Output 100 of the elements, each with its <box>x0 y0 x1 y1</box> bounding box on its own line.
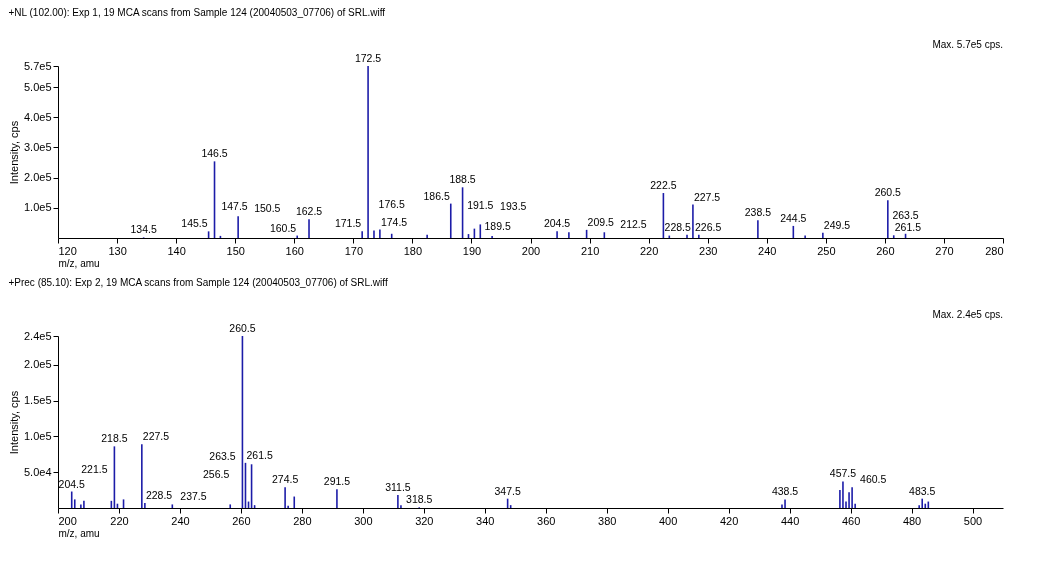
annotation: 256.5 <box>202 468 230 481</box>
annotation: 263.5 <box>209 450 236 463</box>
annotation: 171.5 <box>334 217 362 230</box>
annotation: 209.5 <box>587 215 615 228</box>
x-axis-title: m/z, amu <box>58 257 100 269</box>
x-tick-label: 240 <box>758 244 777 257</box>
y-axis-title: Intensity, cps <box>7 120 20 185</box>
x-tick-label: 380 <box>598 514 617 527</box>
x-tick-label: 300 <box>354 514 373 527</box>
x-tick-label: 420 <box>719 514 739 527</box>
annotation: 204.5 <box>543 217 571 230</box>
x-tick-label: 190 <box>462 244 482 257</box>
annotation: 174.5 <box>380 215 408 228</box>
annotation: 147.5 <box>221 199 248 212</box>
annotation: 218.5 <box>101 432 128 445</box>
chart-title: +NL (102.00): Exp 1, 19 MCA scans from Sample 124 (20040503_07706) of SRL.wiff <box>8 7 386 18</box>
text: Max. 5.7e5 cps. <box>932 39 1003 50</box>
x-tick-label: 320 <box>415 514 434 527</box>
annotation: 191.5 <box>467 199 494 212</box>
annotation: 260.5 <box>229 322 256 334</box>
annotation: 244.5 <box>780 211 807 224</box>
x-tick-label: 230 <box>699 244 718 257</box>
x-tick-label: 220 <box>110 514 129 527</box>
x-tick-label: 240 <box>171 514 190 527</box>
x-tick-label: 260 <box>232 514 251 527</box>
annotation: 347.5 <box>494 484 521 497</box>
x-tick-label: 480 <box>902 514 922 527</box>
annotation: 318.5 <box>406 493 433 506</box>
annotation: 146.5 <box>201 147 228 160</box>
annotation: 226.5 <box>695 220 722 233</box>
y-tick-label: 5.0e5 <box>23 80 52 93</box>
x-tick-label: 220 <box>639 244 659 257</box>
x-tick-label: 180 <box>403 244 423 257</box>
x-tick-label: 120 <box>58 244 77 257</box>
x-tick-label: 440 <box>780 514 800 527</box>
x-tick-label: 280 <box>985 244 1004 257</box>
annotation: 193.5 <box>500 199 527 212</box>
y-axis-title: Intensity, cps <box>7 390 20 455</box>
annotation: 228.5 <box>664 220 691 233</box>
annotation: 263.5 <box>892 208 919 221</box>
x-tick-label: 340 <box>476 514 495 527</box>
annotation: 249.5 <box>823 218 851 231</box>
text: Max. 2.4e5 cps. <box>932 309 1003 320</box>
annotation: 261.5 <box>894 221 922 234</box>
annotation: 460.5 <box>860 473 887 486</box>
annotation: 221.5 <box>81 463 108 476</box>
x-tick-label: 210 <box>580 244 600 257</box>
x-tick-label: 200 <box>521 244 541 257</box>
x-axis-title: m/z, amu <box>58 527 100 539</box>
x-tick-label: 400 <box>659 514 678 527</box>
annotation: 238.5 <box>744 206 772 219</box>
annotation: 188.5 <box>449 173 476 186</box>
x-tick-label: 270 <box>935 244 954 257</box>
annotation: 162.5 <box>295 205 323 218</box>
y-tick-label: 5.0e4 <box>23 465 52 478</box>
x-tick-label: 160 <box>285 244 304 257</box>
x-tick-label: 260 <box>876 244 895 257</box>
x-tick-label: 150 <box>226 244 245 257</box>
annotation: 204.5 <box>58 477 86 490</box>
y-tick-label: 2.4e5 <box>23 329 52 342</box>
x-tick-label: 280 <box>293 514 312 527</box>
x-tick-label: 140 <box>167 244 186 257</box>
y-tick-label: 2.0e5 <box>23 358 52 371</box>
annotation: 150.5 <box>254 202 281 215</box>
annotation: 222.5 <box>650 179 677 192</box>
annotation: 261.5 <box>246 448 273 461</box>
annotation: 145.5 <box>181 217 208 230</box>
annotation: 134.5 <box>130 223 157 236</box>
x-tick-label: 250 <box>817 244 836 257</box>
y-tick-label: 1.0e5 <box>23 201 52 214</box>
annotation: 212.5 <box>620 218 647 231</box>
annotation: 311.5 <box>385 481 411 494</box>
y-tick-label: 1.5e5 <box>23 394 52 406</box>
annotation: 438.5 <box>771 485 799 498</box>
annotation: 189.5 <box>484 220 511 233</box>
annotation: 274.5 <box>271 473 299 486</box>
annotation: 176.5 <box>378 197 405 210</box>
annotation: 160.5 <box>269 221 297 234</box>
x-tick-label: 130 <box>108 244 127 257</box>
y-tick-label: 3.0e5 <box>23 140 52 153</box>
annotation: 237.5 <box>180 490 207 503</box>
y-tick-label: 2.0e5 <box>23 171 52 184</box>
y-tick-label: 4.0e5 <box>23 110 52 123</box>
x-tick-label: 460 <box>841 514 861 527</box>
annotation: 172.5 <box>354 52 382 64</box>
annotation: 228.5 <box>145 488 173 501</box>
y-tick-label: 1.0e5 <box>23 429 52 442</box>
y-tick-label: 5.7e5 <box>23 59 52 72</box>
annotation: 186.5 <box>423 189 450 202</box>
x-tick-label: 200 <box>58 514 77 527</box>
annotation: 457.5 <box>829 467 857 480</box>
x-tick-label: 170 <box>344 244 363 257</box>
annotation: 227.5 <box>142 430 170 443</box>
annotation: 227.5 <box>693 190 721 203</box>
chart-title: +Prec (85.10): Exp 2, 19 MCA scans from Sample 124 (20040503_07706) of SRL.wiff <box>8 277 388 288</box>
x-tick-label: 500 <box>963 514 983 527</box>
annotation: 483.5 <box>909 484 936 497</box>
annotation: 291.5 <box>323 475 351 488</box>
annotation: 260.5 <box>874 186 902 199</box>
x-tick-label: 360 <box>537 514 556 527</box>
